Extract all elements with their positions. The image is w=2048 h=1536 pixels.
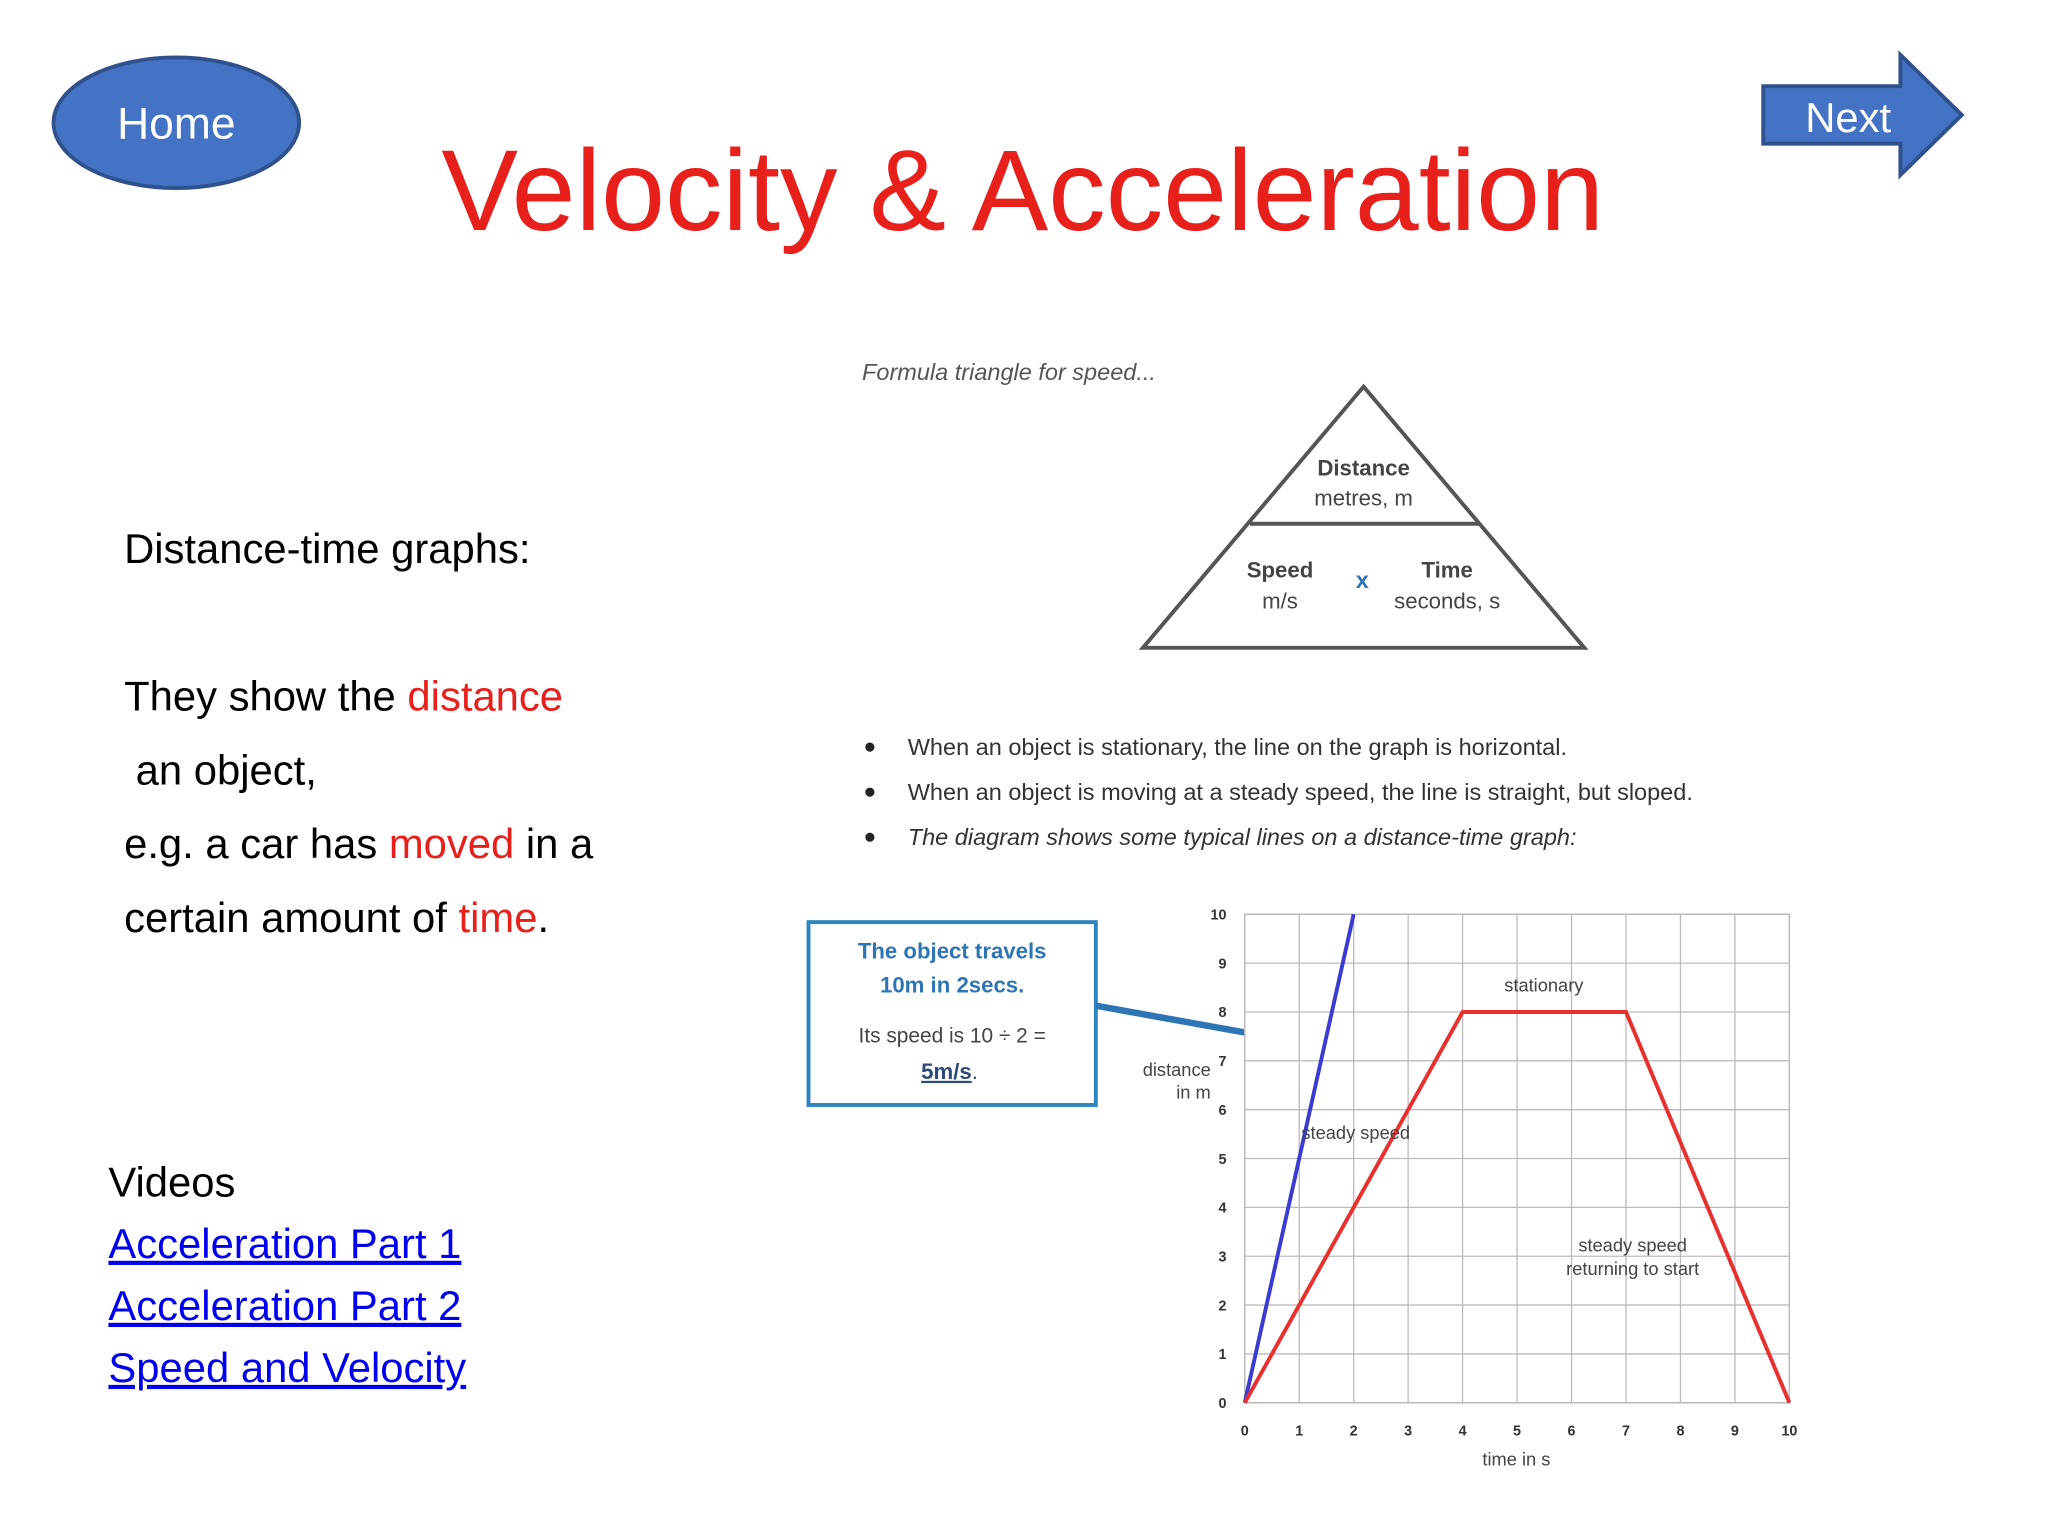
bullet-text: When an object is moving at a steady spe… xyxy=(908,779,1693,805)
home-shape[interactable] xyxy=(51,55,302,191)
y-tick-label: 1 xyxy=(1218,1347,1226,1363)
y-tick-label: 6 xyxy=(1218,1103,1226,1119)
x-tick-label: 2 xyxy=(1350,1423,1358,1439)
answer-end: . xyxy=(972,1059,978,1084)
y-axis-label: distance xyxy=(1143,1059,1211,1080)
next-shape[interactable] xyxy=(1761,50,1965,180)
y-tick-label: 0 xyxy=(1218,1396,1226,1412)
x-tick-label: 1 xyxy=(1295,1423,1303,1439)
y-tick-label: 5 xyxy=(1218,1152,1226,1168)
bullet-dot xyxy=(865,742,875,752)
y-tick-label: 3 xyxy=(1218,1249,1226,1265)
highlighted-word: time xyxy=(459,894,538,941)
body-line: e.g. a car has moved in a xyxy=(124,820,594,867)
bullet-list: When an object is stationary, the line o… xyxy=(865,734,1693,850)
triangle-top: Distance xyxy=(1317,455,1410,480)
next-button[interactable]: Next xyxy=(1761,50,1965,180)
caption: Formula triangle for speed... xyxy=(862,359,1156,385)
x-tick-label: 10 xyxy=(1781,1423,1797,1439)
x-tick-label: 8 xyxy=(1676,1423,1684,1439)
formula-triangle: Distance metres, m Speed m/s x Time seco… xyxy=(1138,383,1589,650)
body-line: certain amount of time. xyxy=(124,894,549,941)
triangle-operator: x xyxy=(1356,567,1369,593)
x-tick-label: 9 xyxy=(1731,1423,1739,1439)
body-text: They show the distance an object, e.g. a … xyxy=(124,673,594,941)
x-tick-label: 3 xyxy=(1404,1423,1412,1439)
y-tick-label: 8 xyxy=(1218,1005,1226,1021)
x-tick-label: 5 xyxy=(1513,1423,1521,1439)
highlighted-word: distance xyxy=(407,673,563,720)
bullet-dot xyxy=(865,787,875,797)
graph-annotation: steady speed xyxy=(1578,1234,1687,1255)
y-tick-label: 2 xyxy=(1218,1298,1226,1314)
data-line xyxy=(1243,1010,1792,1404)
callout-speed: Its speed is 10 ÷ 2 = xyxy=(859,1024,1046,1047)
video-link[interactable]: Acceleration Part 2 xyxy=(108,1282,461,1329)
triangle xyxy=(1138,383,1589,650)
y-tick-label: 10 xyxy=(1210,908,1226,924)
next-label[interactable]: Next xyxy=(1805,94,1891,141)
home-button[interactable]: Home xyxy=(51,55,302,191)
callout-title: The object travels xyxy=(858,939,1047,964)
bullet-dot xyxy=(865,832,875,842)
x-tick-label: 4 xyxy=(1459,1423,1467,1439)
x-tick-label: 6 xyxy=(1568,1423,1576,1439)
video-link[interactable]: Acceleration Part 1 xyxy=(108,1220,461,1267)
triangle-top-unit: metres, m xyxy=(1314,485,1413,510)
highlighted-word: moved xyxy=(389,820,514,867)
triangle-left: Speed xyxy=(1247,557,1314,582)
graph-annotation: steady speed xyxy=(1301,1122,1410,1143)
graph-annotation: returning to start xyxy=(1566,1258,1699,1279)
y-tick-label: 7 xyxy=(1218,1054,1226,1070)
callout: The object travels 10m in 2secs. Its spe… xyxy=(806,920,1327,1107)
triangle-right: Time xyxy=(1421,557,1472,582)
bullet-text: When an object is stationary, the line o… xyxy=(908,734,1567,760)
y-tick-label: 9 xyxy=(1218,956,1226,972)
data-line xyxy=(1242,913,1356,1404)
title: Velocity & Acceleration xyxy=(441,127,1604,255)
home-label[interactable]: Home xyxy=(117,99,235,148)
callout-box xyxy=(806,920,1098,1107)
text-run: an object, xyxy=(124,746,317,793)
x-tick-label: 0 xyxy=(1241,1423,1249,1439)
heading: Distance-time graphs: xyxy=(124,525,530,572)
answer: 5m/s xyxy=(921,1059,972,1084)
y-axis-label: in m xyxy=(1176,1081,1211,1102)
body-line: an object, xyxy=(124,746,317,793)
text-run: in a xyxy=(514,820,594,867)
text-run: . xyxy=(537,894,549,941)
text-run: certain amount of xyxy=(124,894,458,941)
bullet-text: The diagram shows some typical lines on … xyxy=(908,824,1577,850)
triangle-right-unit: seconds, s xyxy=(1394,589,1500,614)
x-tick-label: 7 xyxy=(1622,1423,1630,1439)
videos-heading: Videos xyxy=(108,1158,235,1205)
y-tick-label: 4 xyxy=(1218,1201,1226,1217)
text-run: e.g. a car has xyxy=(124,820,389,867)
video-link[interactable]: Speed and Velocity xyxy=(108,1344,466,1391)
body-line: They show the distance xyxy=(124,673,563,720)
graph-annotation: stationary xyxy=(1504,974,1584,995)
text-run: They show the xyxy=(124,673,407,720)
callout-answer: 5m/s. xyxy=(921,1059,978,1084)
distance-time-graph: distance in m time in s 0 1 2 3 4 5 6 7 8 9 10 0 1 2 3… xyxy=(1143,908,1798,1470)
x-axis-label: time in s xyxy=(1482,1448,1550,1469)
callout-title: 10m in 2secs. xyxy=(880,973,1024,998)
triangle-left-unit: m/s xyxy=(1262,589,1298,614)
video-links: Acceleration Part 1 Acceleration Part 2 Sp… xyxy=(108,1220,466,1391)
